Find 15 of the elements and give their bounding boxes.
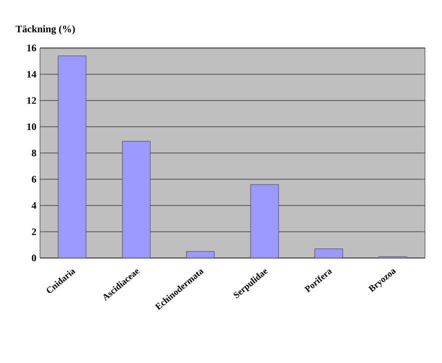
bar (122, 140, 150, 258)
y-tick-label: 2 (32, 228, 36, 236)
y-tick-label: 4 (32, 202, 36, 209)
bar (58, 56, 86, 258)
y-tick-label: 12 (27, 97, 36, 104)
y-tick-label: 8 (32, 150, 36, 156)
bar (250, 184, 279, 258)
y-tick-label: 0 (32, 254, 36, 262)
y-tick-label: 6 (32, 176, 36, 183)
bar (186, 251, 215, 258)
bar (314, 248, 343, 258)
y-tick-label: 10 (27, 123, 36, 130)
y-axis-title: Täckning (%) (16, 25, 75, 34)
y-tick-label: 16 (27, 44, 36, 52)
y-tick-label: 14 (27, 70, 36, 78)
